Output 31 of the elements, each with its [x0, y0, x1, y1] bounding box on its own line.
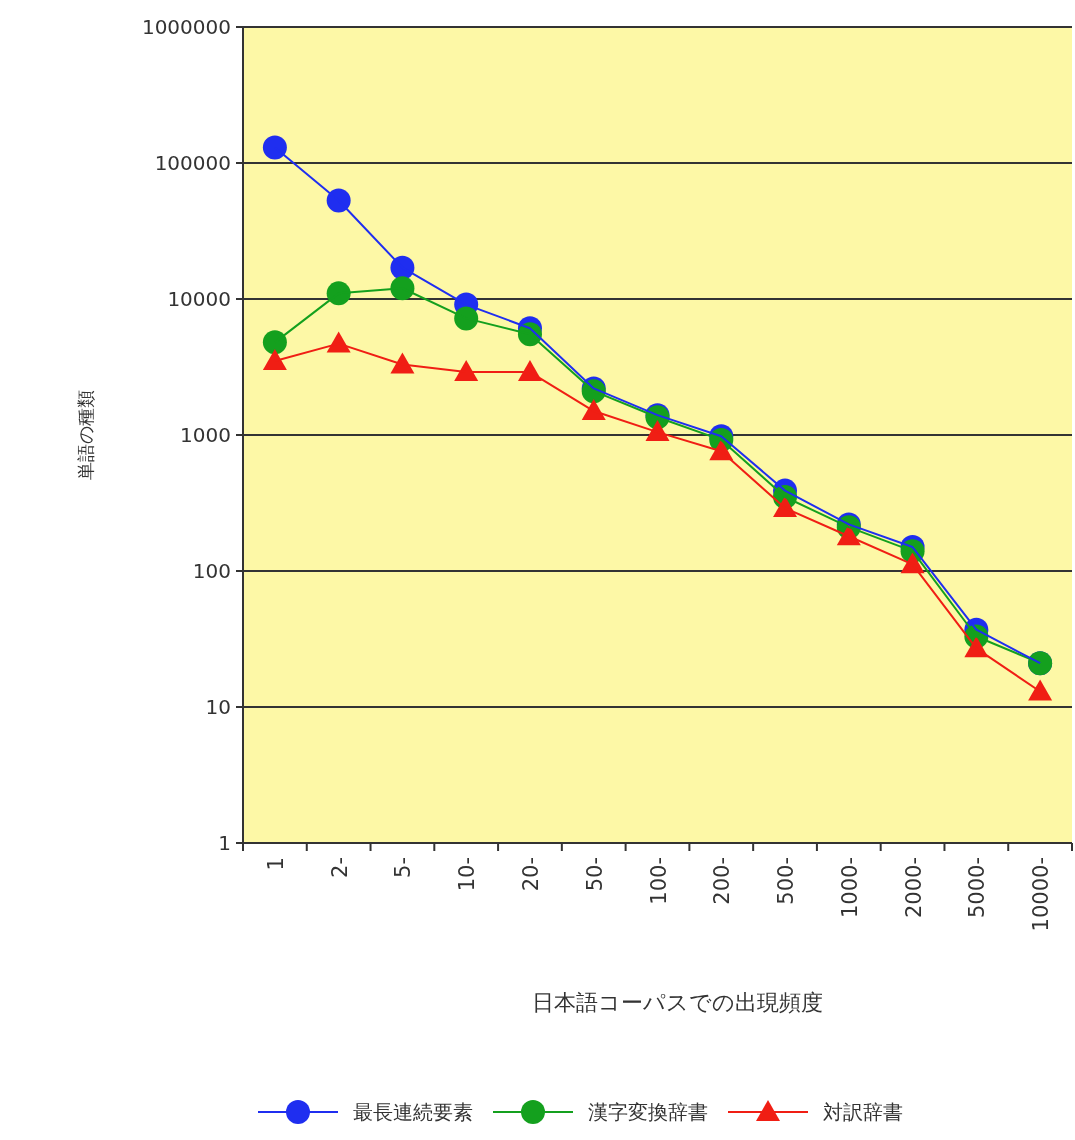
x-tick-label: 100-	[646, 857, 671, 905]
x-tick-label: 1	[263, 857, 288, 871]
y-tick-label: 100000	[154, 151, 231, 175]
x-tick-label: 2000-	[901, 857, 926, 919]
y-axis-title: 単語の種類	[75, 390, 96, 480]
y-tick-label: 1000	[180, 423, 231, 447]
y-tick-label: 10	[205, 695, 231, 719]
point	[1028, 679, 1053, 701]
point	[262, 349, 287, 371]
y-tick-label: 100	[192, 559, 231, 583]
x-tick-label: 5000-	[965, 857, 990, 919]
x-tick-label: 500-	[774, 857, 799, 905]
x-axis-title: 日本語コーパスでの出現頻度	[532, 990, 823, 1015]
legend-label: 最長連続要素	[353, 1100, 473, 1124]
x-tick-label: 20-	[518, 857, 543, 892]
x-tick-label: 10-	[455, 857, 480, 892]
x-tick-label: 5-	[391, 857, 416, 878]
point	[390, 276, 415, 301]
legend-label: 対訳辞書	[823, 1100, 903, 1124]
x-tick-label: 10000-	[1029, 857, 1054, 932]
legend-label: 漢字変換辞書	[588, 1100, 708, 1124]
x-tick-label: 2-	[327, 857, 352, 878]
point	[454, 306, 479, 331]
x-tick-label: 1000-	[837, 857, 862, 919]
x-tick-label: 50-	[582, 857, 607, 892]
y-tick-label: 10000	[167, 287, 231, 311]
y-tick-label: 1000000	[141, 15, 231, 39]
x-tick-label: 200-	[710, 857, 735, 905]
point	[262, 135, 287, 160]
point	[262, 330, 287, 355]
y-tick-label: 1	[218, 831, 231, 855]
